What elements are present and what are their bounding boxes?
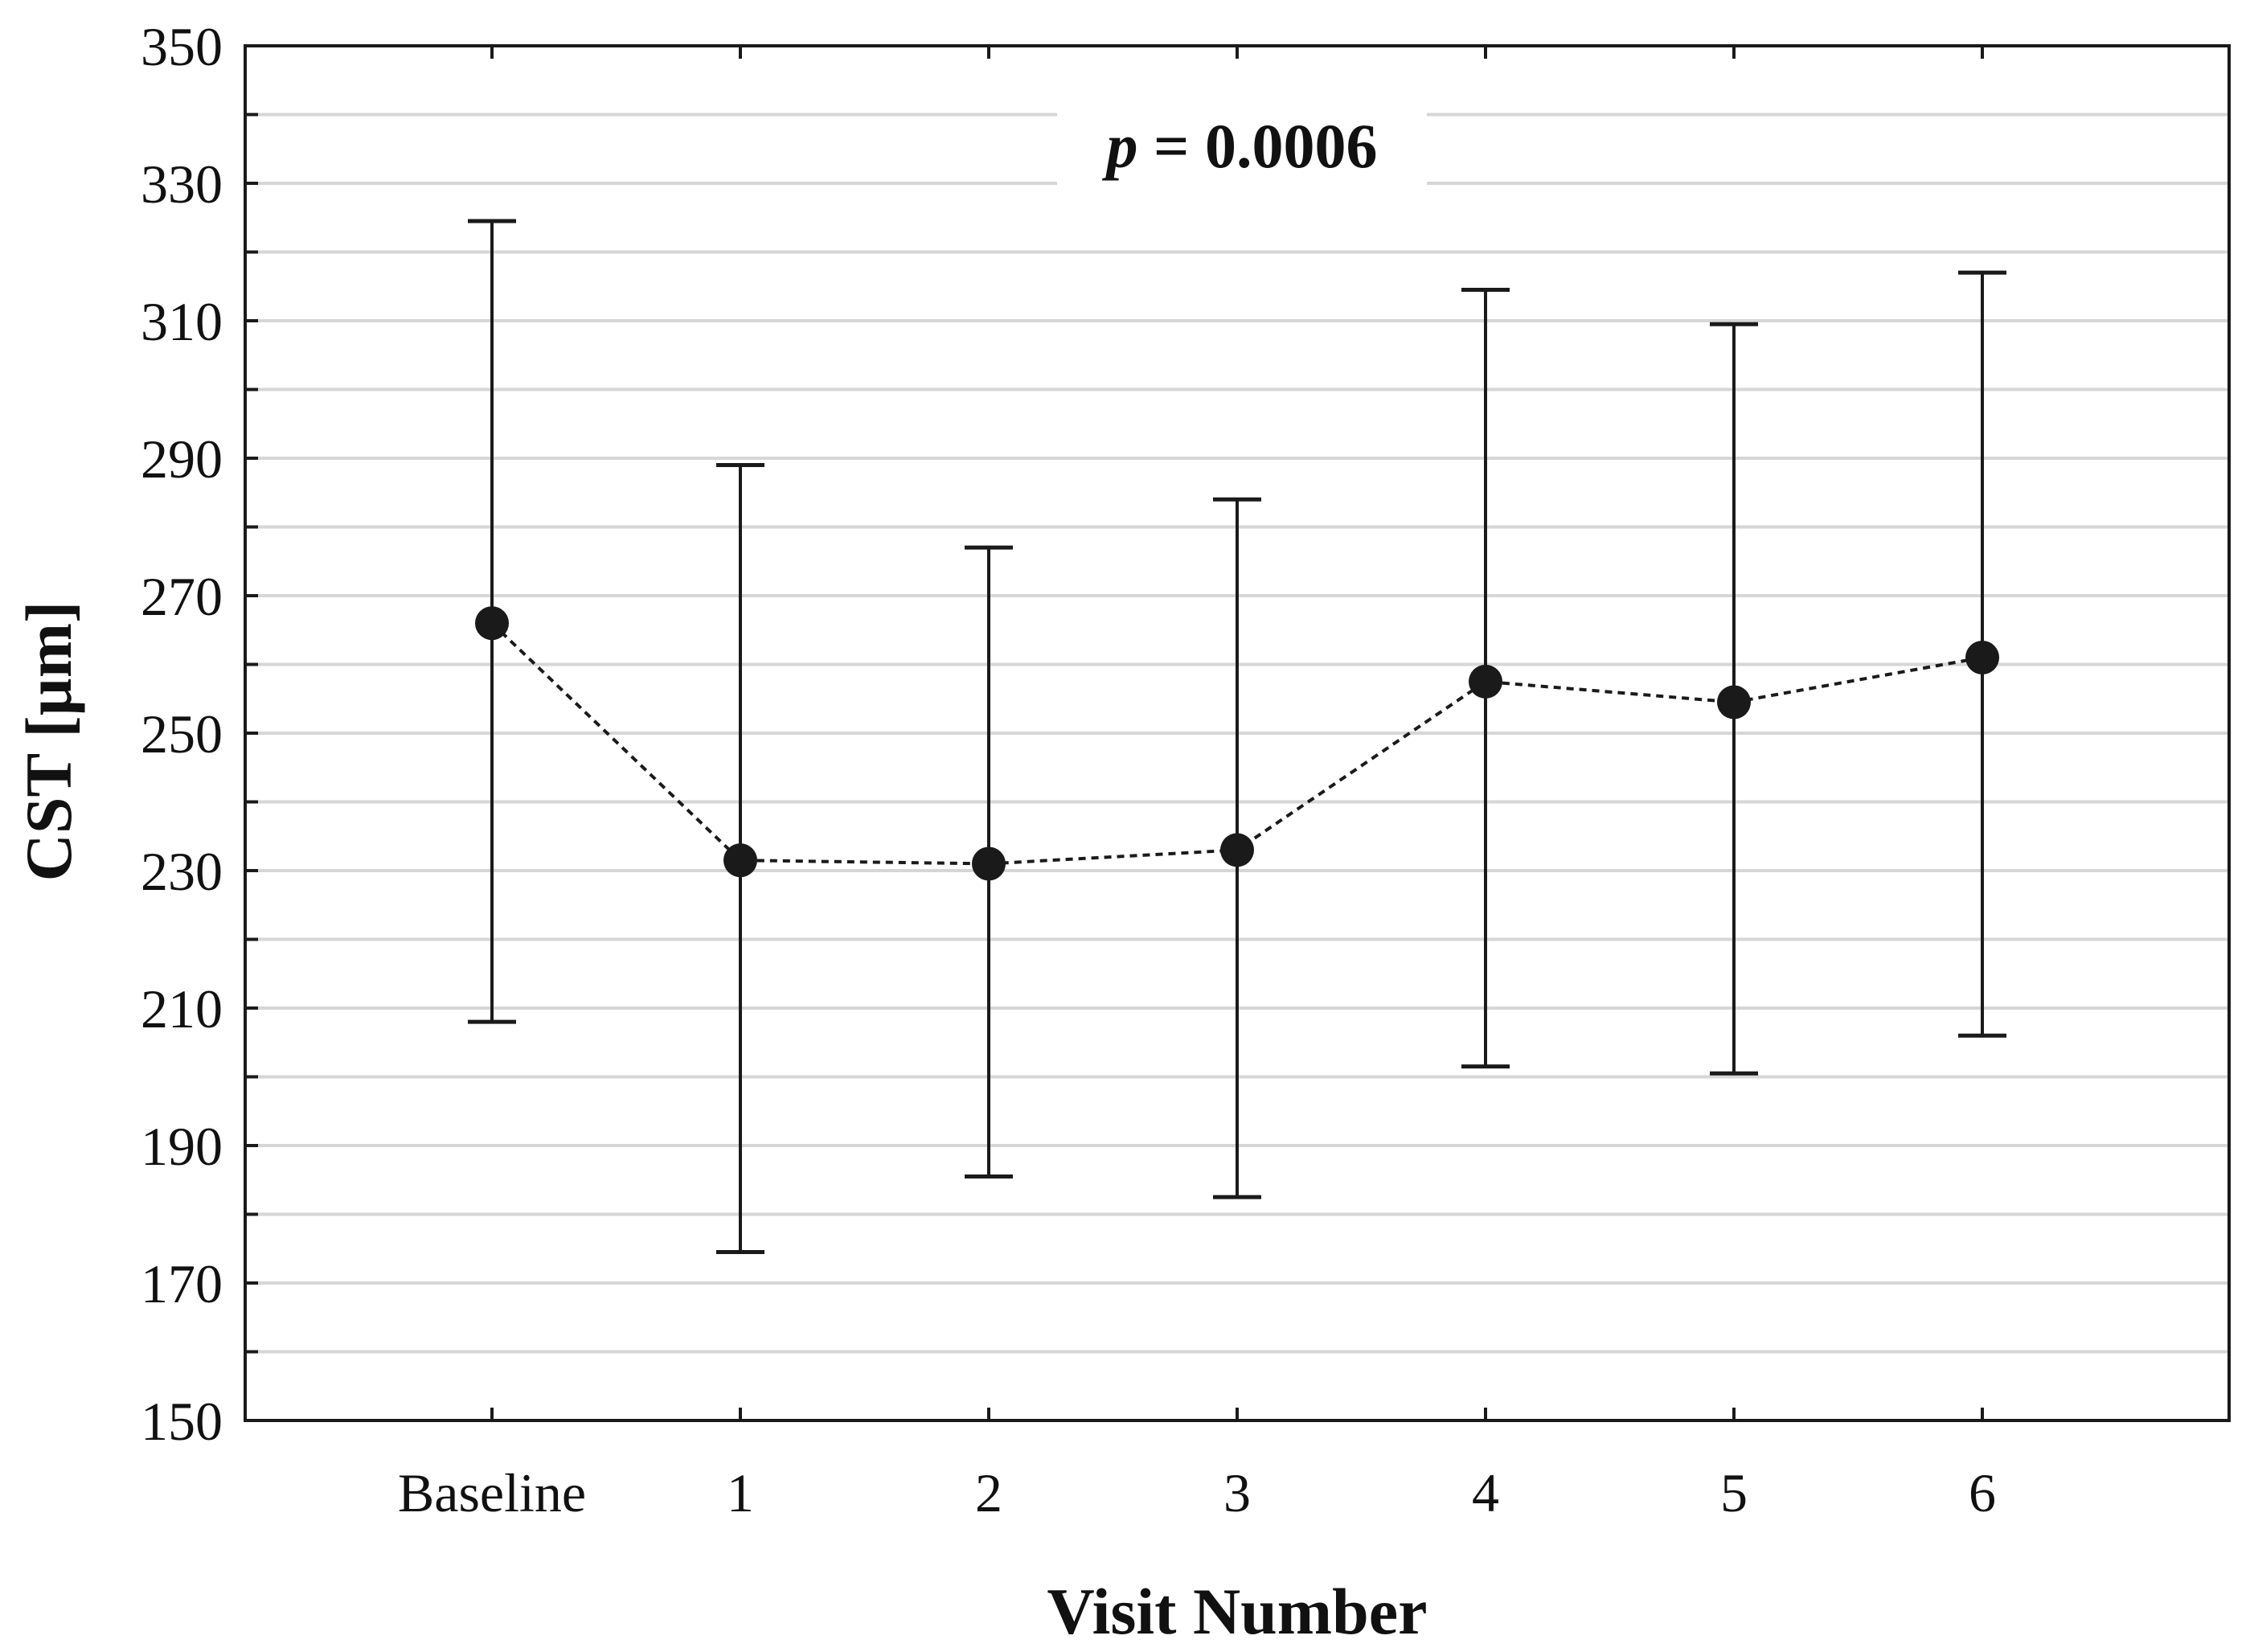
- y-axis-ticks: 150 170 190 210 230 250 270 290 310 330 350: [141, 16, 258, 1452]
- x-tick-label: 3: [1223, 1462, 1251, 1523]
- mean-point: [1717, 685, 1751, 719]
- y-axis-title: CST [µm]: [12, 601, 85, 882]
- x-tick-label: 6: [1969, 1462, 1996, 1523]
- plot-frame: [244, 44, 2231, 1422]
- mean-point: [1220, 833, 1254, 867]
- x-tick-label: 1: [727, 1462, 754, 1523]
- x-tick-label: Baseline: [398, 1462, 586, 1523]
- y-tick-label: 150: [141, 1391, 223, 1452]
- series-mean: [468, 219, 2006, 1255]
- x-tick-label: 5: [1720, 1462, 1748, 1523]
- y-tick-label: 230: [141, 841, 223, 902]
- y-tick-label: 270: [141, 566, 223, 627]
- x-axis-title: Visit Number: [1047, 1575, 1428, 1648]
- y-tick-label: 190: [141, 1116, 223, 1177]
- p-value-annotation: p = 0.0006: [1102, 111, 1378, 181]
- y-tick-label: 210: [141, 978, 223, 1039]
- x-tick-label: 4: [1472, 1462, 1499, 1523]
- mean-point: [972, 846, 1006, 881]
- y-tick-label: 250: [141, 703, 223, 765]
- x-tick-label: 2: [975, 1462, 1002, 1523]
- p-value-text: = 0.0006: [1138, 111, 1378, 181]
- y-tick-label: 330: [141, 154, 223, 215]
- y-tick-label: 290: [141, 428, 223, 490]
- y-tick-label: 350: [141, 16, 223, 77]
- mean-point: [723, 843, 757, 878]
- mean-point: [475, 606, 509, 641]
- y-tick-label: 310: [141, 291, 223, 352]
- annotation-background: [1057, 103, 1427, 191]
- mean-point: [1965, 640, 1999, 674]
- p-value-symbol: p: [1102, 111, 1138, 181]
- x-axis-ticks: Baseline 1 2 3 4 5 6: [398, 46, 1996, 1523]
- y-tick-label: 170: [141, 1253, 223, 1314]
- mean-point: [1469, 664, 1502, 699]
